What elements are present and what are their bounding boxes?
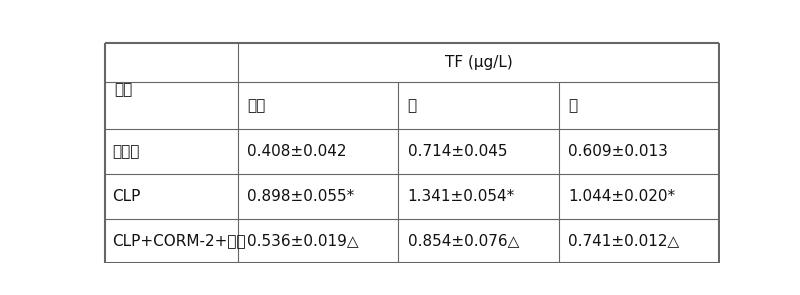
Text: 肝: 肝 [408,98,417,113]
Text: 0.536±0.019△: 0.536±0.019△ [247,233,359,248]
Text: 0.854±0.076△: 0.854±0.076△ [408,233,519,248]
Text: 0.898±0.055*: 0.898±0.055* [247,189,354,204]
Text: 0.609±0.013: 0.609±0.013 [568,144,668,159]
Text: CLP: CLP [112,189,141,204]
Text: 0.741±0.012△: 0.741±0.012△ [568,233,679,248]
Text: TF (μg/L): TF (μg/L) [445,55,513,70]
Text: 1.044±0.020*: 1.044±0.020* [568,189,675,204]
Text: 0.408±0.042: 0.408±0.042 [247,144,346,159]
Text: CLP+CORM-2+肝素: CLP+CORM-2+肝素 [112,233,246,248]
Text: 对照组: 对照组 [112,144,140,159]
Text: 0.714±0.045: 0.714±0.045 [408,144,507,159]
Text: 1.341±0.054*: 1.341±0.054* [408,189,515,204]
Text: 血浆: 血浆 [247,98,266,113]
Text: 分组: 分组 [114,83,132,98]
Text: 肺: 肺 [568,98,578,113]
